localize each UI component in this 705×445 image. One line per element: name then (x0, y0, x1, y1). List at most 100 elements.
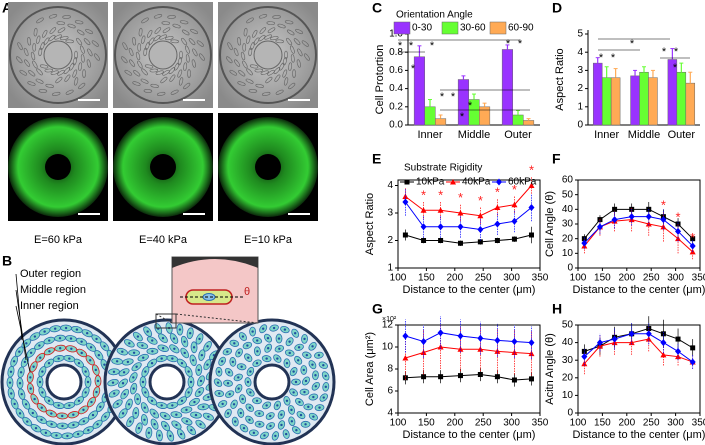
significance: * (690, 230, 695, 245)
marker (528, 204, 535, 211)
nucleus (305, 353, 309, 357)
nucleus (141, 344, 144, 347)
nucleus (86, 380, 90, 384)
nucleus (9, 370, 13, 373)
series-line (405, 234, 532, 244)
nucleus (66, 434, 69, 438)
nucleus (41, 370, 44, 373)
nucleus (179, 432, 183, 436)
cell (238, 70, 246, 77)
nucleus (55, 434, 58, 437)
nucleus (171, 404, 174, 407)
nucleus (207, 415, 210, 418)
nucleus (132, 376, 135, 379)
nucleus (269, 424, 272, 428)
nucleus (50, 423, 53, 426)
image-label: E=60 kPa (34, 234, 83, 246)
cell (76, 29, 85, 36)
nucleus (70, 347, 73, 350)
cell (274, 74, 281, 82)
cell (54, 34, 63, 40)
nucleus (197, 368, 201, 372)
cell (55, 76, 63, 84)
nucleus (116, 402, 119, 406)
cell (296, 59, 301, 68)
marker (457, 332, 464, 340)
nucleus (129, 420, 132, 423)
x-tick-label: Inner (594, 129, 619, 141)
y-tick-label: 40 (562, 204, 574, 215)
cell (183, 82, 191, 90)
cell (187, 69, 191, 78)
nucleus (82, 408, 85, 412)
marker (628, 339, 635, 346)
cell (74, 20, 84, 25)
hole (253, 363, 291, 401)
x-tick-label: 150 (594, 273, 611, 284)
cell (50, 70, 59, 75)
nucleus (218, 392, 221, 395)
nucleus (183, 340, 186, 343)
marker (528, 232, 534, 238)
nucleus (280, 413, 283, 416)
cell (91, 40, 99, 47)
nucleus (185, 420, 189, 423)
nucleus (242, 426, 246, 430)
nucleus (132, 351, 136, 355)
marker (494, 336, 501, 344)
nucleus (252, 431, 256, 435)
cell (183, 62, 187, 71)
x-axis-label: Distance to the center (μm) (573, 429, 705, 441)
cell (172, 23, 181, 29)
cell (168, 67, 176, 75)
y-tick-label: 4 (387, 180, 393, 191)
cell (24, 59, 30, 67)
marker (477, 334, 484, 342)
cell (237, 81, 246, 86)
legend-label: 0-30 (412, 23, 432, 34)
nucleus (20, 392, 23, 396)
nucleus (202, 405, 205, 409)
marker (660, 339, 667, 347)
marker (660, 331, 666, 337)
cell (275, 89, 284, 95)
nucleus (103, 345, 106, 348)
nucleus (160, 357, 163, 360)
nucleus (136, 335, 140, 338)
marker (438, 238, 444, 243)
significance: * (458, 190, 463, 205)
pattern-edge (9, 6, 107, 104)
y-tick-label: 0 (567, 263, 573, 274)
nucleus (248, 406, 251, 409)
cell (57, 69, 65, 76)
panel-label: A (2, 0, 12, 16)
cell (80, 45, 85, 54)
nucleus (251, 330, 254, 333)
nucleus (26, 420, 29, 423)
marker (581, 360, 588, 367)
cell (44, 68, 54, 73)
nucleus (121, 382, 125, 385)
marker (581, 239, 588, 247)
nucleus (297, 346, 301, 349)
marker (596, 339, 603, 347)
nucleus (91, 413, 95, 417)
significance: * (438, 187, 443, 202)
cell (65, 89, 74, 95)
nucleus (228, 392, 231, 396)
nucleus (288, 340, 291, 343)
cell (303, 53, 310, 61)
nucleus (280, 423, 283, 427)
nucleus (322, 364, 325, 367)
nucleus (318, 406, 321, 409)
nucleus (258, 412, 261, 415)
marker (477, 226, 484, 233)
nucleus (25, 342, 28, 345)
cell (254, 68, 264, 73)
plot-frame (577, 179, 701, 269)
legend-label: 30-60 (460, 23, 486, 34)
nucleus (249, 391, 252, 394)
x-axis-label: Distance to the center (μm) (403, 429, 536, 441)
region-label: Middle region (20, 284, 86, 296)
